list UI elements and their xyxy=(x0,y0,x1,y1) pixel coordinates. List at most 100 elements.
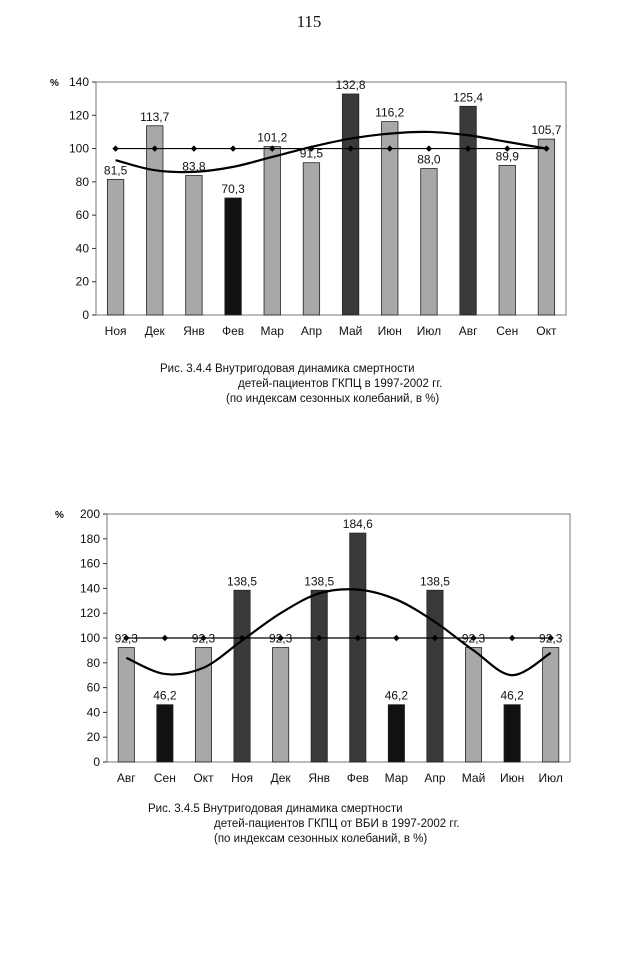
data-label: 138,5 xyxy=(304,574,334,588)
bar xyxy=(311,590,327,762)
y-tick-label: 60 xyxy=(87,681,101,695)
bar xyxy=(504,705,520,762)
x-tick-label: Окт xyxy=(193,771,214,785)
data-label: 70,3 xyxy=(221,182,245,196)
page-number: 115 xyxy=(0,12,618,32)
y-tick-label: 160 xyxy=(80,557,100,571)
y-tick-label: 140 xyxy=(80,581,100,595)
bar xyxy=(342,94,358,315)
x-tick-label: Сен xyxy=(154,771,176,785)
bar xyxy=(273,648,289,762)
x-tick-label: Июл xyxy=(539,771,563,785)
bar xyxy=(157,705,173,762)
x-tick-label: Фев xyxy=(222,324,244,338)
figure-caption: Рис. 3.4.5 Внутригодовая динамика смертн… xyxy=(148,802,460,847)
bar xyxy=(543,648,559,762)
y-tick-label: 60 xyxy=(76,208,90,222)
data-label: 92,3 xyxy=(269,632,293,646)
y-tick-label: 80 xyxy=(76,175,90,189)
x-tick-label: Апр xyxy=(424,771,446,785)
figure-caption: Рис. 3.4.4 Внутригодовая динамика смертн… xyxy=(160,362,442,407)
x-tick-label: Сен xyxy=(496,324,518,338)
data-label: 83,8 xyxy=(182,160,206,174)
x-tick-label: Ноя xyxy=(231,771,253,785)
bar xyxy=(264,147,280,315)
bar xyxy=(118,648,134,762)
y-axis-label: % xyxy=(50,78,59,89)
bar xyxy=(427,590,443,762)
x-tick-label: Мар xyxy=(261,324,285,338)
y-tick-label: 180 xyxy=(80,532,100,546)
caption-line: Рис. 3.4.4 Внутригодовая динамика смертн… xyxy=(160,362,442,377)
y-tick-label: 40 xyxy=(87,705,101,719)
x-tick-label: Май xyxy=(462,771,486,785)
bar xyxy=(499,165,515,315)
x-tick-label: Ноя xyxy=(105,324,127,338)
caption-line: детей-пациентов ГКПЦ в 1997-2002 гг. xyxy=(160,377,442,392)
y-tick-label: 40 xyxy=(76,241,90,255)
data-label: 81,5 xyxy=(104,163,128,177)
data-label: 92,3 xyxy=(462,632,486,646)
x-tick-label: Июн xyxy=(378,324,402,338)
y-tick-label: 100 xyxy=(69,142,89,156)
data-label: 88,0 xyxy=(417,153,441,167)
data-label: 46,2 xyxy=(500,689,524,703)
bar xyxy=(460,106,476,315)
y-tick-label: 80 xyxy=(87,656,101,670)
y-axis-label: % xyxy=(55,510,64,521)
data-label: 184,6 xyxy=(343,517,373,531)
data-label: 92,3 xyxy=(192,632,216,646)
x-tick-label: Дек xyxy=(145,324,166,338)
caption-line: (по индексам сезонных колебаний, в %) xyxy=(148,832,460,847)
y-tick-label: 20 xyxy=(76,275,90,289)
x-tick-label: Май xyxy=(339,324,363,338)
caption-line: Рис. 3.4.5 Внутригодовая динамика смертн… xyxy=(148,802,460,817)
data-label: 116,2 xyxy=(375,106,404,120)
bar xyxy=(350,533,366,762)
caption-line: детей-пациентов ГКПЦ от ВБИ в 1997-2002 … xyxy=(148,817,460,832)
data-label: 138,5 xyxy=(227,574,257,588)
y-tick-label: 20 xyxy=(87,730,101,744)
bar xyxy=(147,126,163,315)
data-label: 105,7 xyxy=(531,123,561,137)
x-tick-label: Июн xyxy=(500,771,524,785)
bar xyxy=(234,590,250,762)
data-label: 92,3 xyxy=(539,632,563,646)
y-tick-label: 100 xyxy=(80,631,100,645)
y-tick-label: 120 xyxy=(80,606,100,620)
x-tick-label: Фев xyxy=(347,771,369,785)
data-label: 113,7 xyxy=(140,110,169,124)
bar xyxy=(421,169,437,315)
data-label: 89,9 xyxy=(496,149,520,163)
caption-line: (по индексам сезонных колебаний, в %) xyxy=(160,392,442,407)
x-tick-label: Авг xyxy=(459,324,478,338)
data-label: 46,2 xyxy=(385,689,409,703)
y-tick-label: 0 xyxy=(93,755,100,769)
data-label: 101,2 xyxy=(257,131,287,145)
data-label: 92,3 xyxy=(115,632,139,646)
bar xyxy=(186,176,202,315)
y-tick-label: 200 xyxy=(80,507,100,521)
x-tick-label: Авг xyxy=(117,771,136,785)
x-tick-label: Окт xyxy=(536,324,557,338)
data-label: 46,2 xyxy=(153,689,177,703)
bar xyxy=(225,198,241,315)
data-label: 125,4 xyxy=(453,90,483,104)
x-tick-label: Дек xyxy=(271,771,292,785)
bar xyxy=(303,163,319,315)
vbi-mortality-chart: 0 20 40 60 80 100 120 140 160 180 200% 92,3 46,2 92,3… xyxy=(0,502,618,792)
bar xyxy=(465,648,481,762)
x-tick-label: Янв xyxy=(183,324,205,338)
data-label: 138,5 xyxy=(420,574,450,588)
bar xyxy=(107,179,123,315)
x-tick-label: Апр xyxy=(301,324,323,338)
x-tick-label: Мар xyxy=(385,771,409,785)
data-label: 91,5 xyxy=(300,147,324,161)
x-tick-label: Июл xyxy=(417,324,441,338)
bar xyxy=(538,139,554,315)
data-label: 132,8 xyxy=(336,78,366,92)
x-tick-label: Янв xyxy=(308,771,330,785)
seasonal-mortality-chart: 020406080100120140%81,5113,783,870,3101,… xyxy=(0,70,618,350)
y-tick-label: 140 xyxy=(69,75,89,89)
y-tick-label: 120 xyxy=(69,108,89,122)
